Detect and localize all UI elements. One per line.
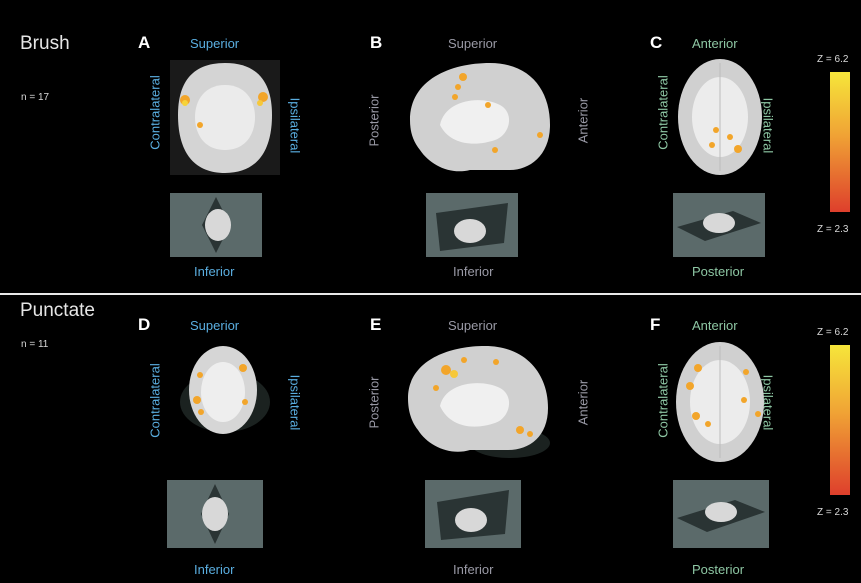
brain-axial-slice-f <box>676 342 764 462</box>
brain-sagittal-slice-e <box>408 346 550 458</box>
panel-e-top-label: Superior <box>448 318 498 333</box>
orientation-thumbnail-c <box>673 193 765 257</box>
panel-d-bottom-label: Inferior <box>194 562 235 577</box>
panel-e-bottom-label: Inferior <box>453 562 494 577</box>
scale-max-label-punctate: Z = 6.2 <box>817 327 849 338</box>
group-title-brush: Brush <box>20 33 70 54</box>
orientation-thumbnail-d <box>167 480 263 548</box>
panel-e-left-label: Posterior <box>366 376 382 429</box>
panel-d-top-label: Superior <box>190 318 240 333</box>
group-title-punctate: Punctate <box>20 300 95 321</box>
color-scale-bar-punctate <box>830 345 850 495</box>
panel-d-left-label: Contralateral <box>147 363 163 438</box>
panel-letter-e: E <box>370 315 382 334</box>
panel-f-top-label: Anterior <box>692 318 738 333</box>
panel-b-bottom-label: Inferior <box>453 264 494 279</box>
brain-coronal-slice-a <box>170 60 280 175</box>
brain-coronal-slice-d <box>180 346 270 434</box>
panel-letter-c: C <box>650 33 663 52</box>
scale-min-label-punctate: Z = 2.3 <box>817 507 849 518</box>
panel-d-right-label: Ipsilateral <box>287 374 303 431</box>
brain-axial-slice-c <box>678 59 762 175</box>
n-label-brush: n = 17 <box>21 92 50 103</box>
n-label-punctate: n = 11 <box>21 339 49 350</box>
group-divider <box>0 293 861 295</box>
panel-letter-b: B <box>370 33 383 52</box>
scale-min-label-brush: Z = 2.3 <box>817 224 849 235</box>
orientation-thumbnail-a <box>170 193 262 257</box>
orientation-thumbnail-b <box>426 193 518 257</box>
panel-b-top-label: Superior <box>448 36 498 51</box>
panel-letter-a: A <box>138 33 151 52</box>
panel-b-right-label: Anterior <box>575 97 591 144</box>
brain-sagittal-slice-b <box>410 63 550 172</box>
panel-b-left-label: Posterior <box>366 94 382 147</box>
panel-letter-d: D <box>138 315 151 334</box>
panel-c-bottom-label: Posterior <box>692 264 745 279</box>
color-scale-bar-brush <box>830 72 850 212</box>
orientation-thumbnail-e <box>425 480 521 548</box>
panel-letter-f: F <box>650 315 661 334</box>
panel-c-top-label: Anterior <box>692 36 738 51</box>
panel-f-bottom-label: Posterior <box>692 562 745 577</box>
orientation-thumbnail-f <box>673 480 769 548</box>
panel-c-left-label: Contralateral <box>655 75 671 150</box>
panel-e-right-label: Anterior <box>575 379 591 426</box>
panel-a-top-label: Superior <box>190 36 240 51</box>
scale-max-label-brush: Z = 6.2 <box>817 54 849 65</box>
panel-a-bottom-label: Inferior <box>194 264 235 279</box>
